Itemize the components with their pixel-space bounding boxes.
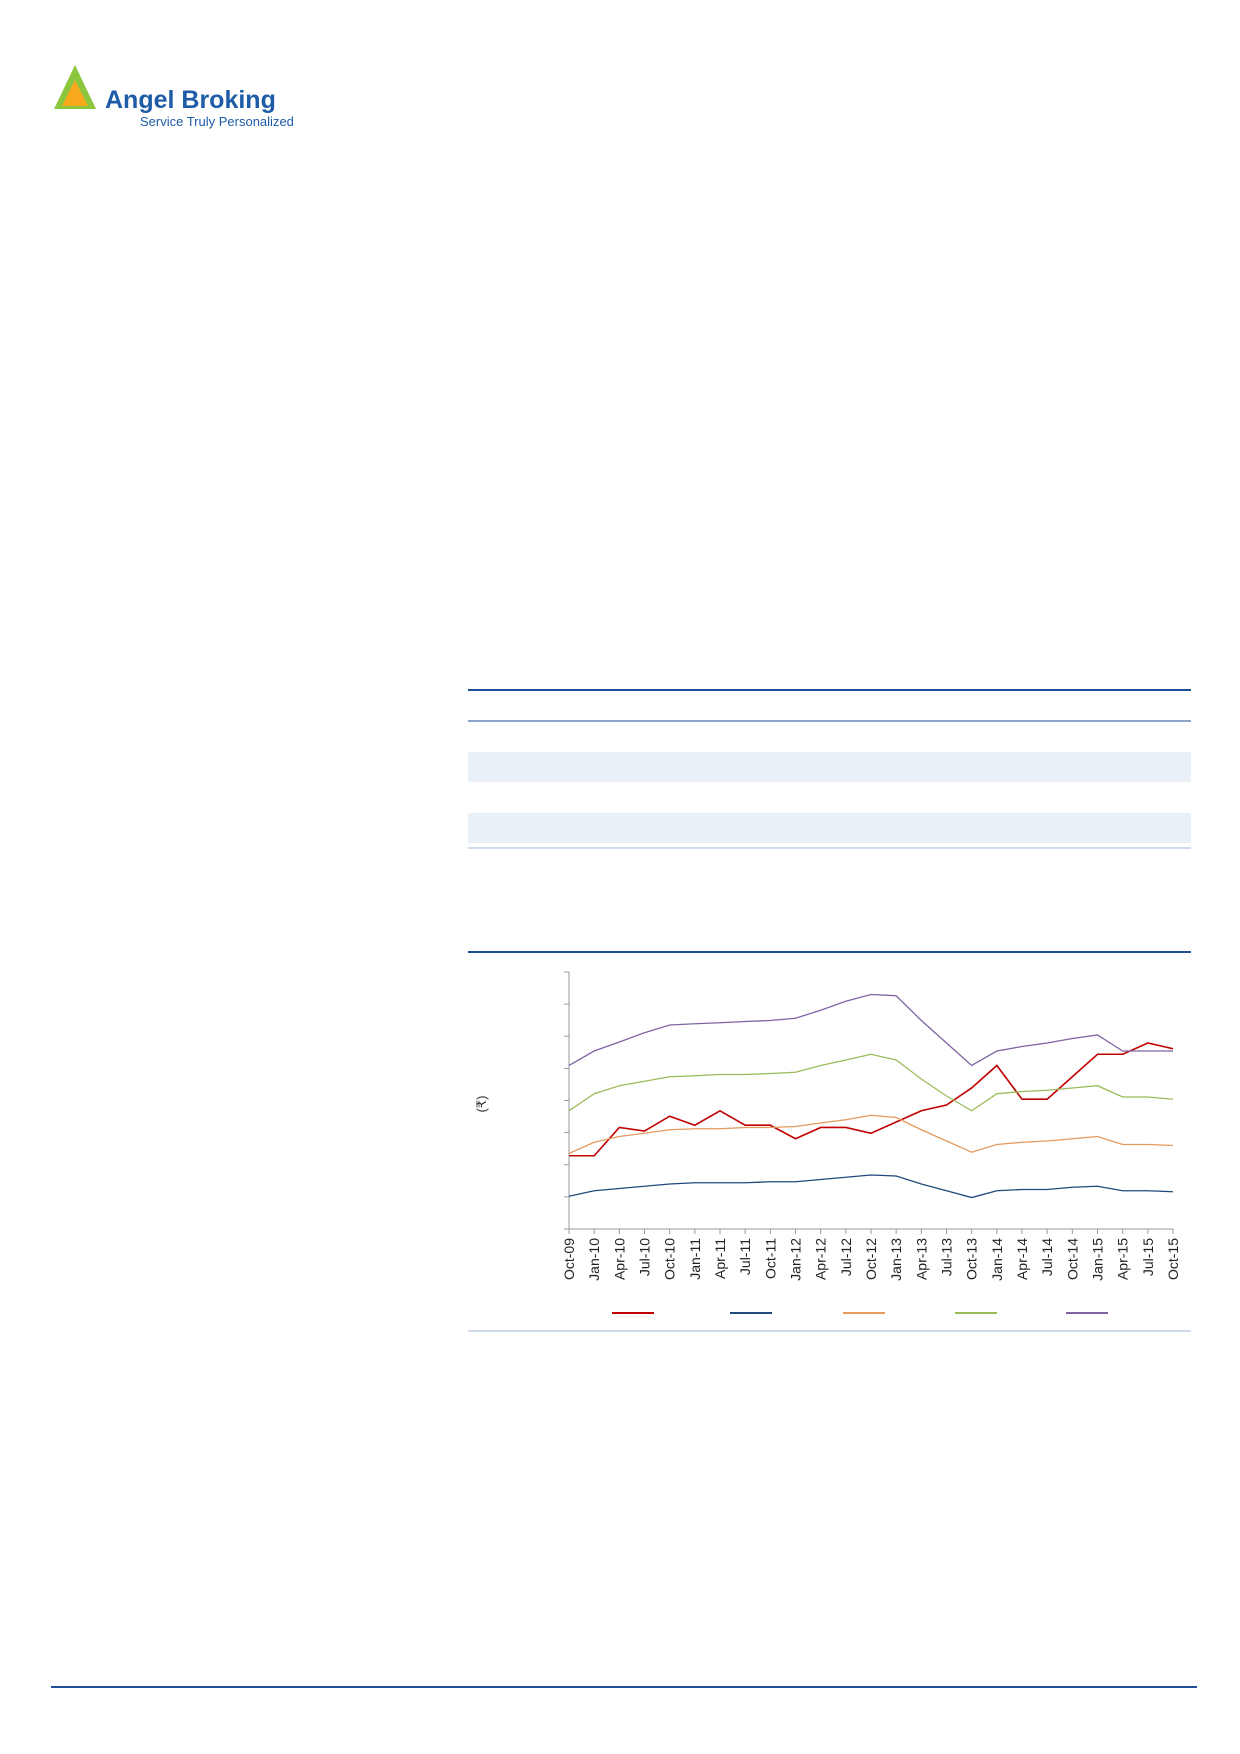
x-tick-label: Apr-14 — [1014, 1238, 1030, 1280]
series-line — [568, 1174, 1174, 1199]
x-tick-label: Oct-11 — [762, 1238, 778, 1279]
x-tick-label: Apr-13 — [913, 1238, 929, 1280]
x-tick-label: Oct-09 — [561, 1238, 577, 1280]
x-tick-label: Jan-14 — [989, 1238, 1005, 1281]
x-tick-label: Jul-13 — [939, 1238, 955, 1276]
chart: (₹) Oct-09 Jan-10 Apr-10 Jul-10 Oct-10 Jan-11 A… — [474, 971, 1181, 1314]
table-row-shade — [468, 752, 1191, 782]
series-line — [569, 1042, 1174, 1157]
x-tick-label: Apr-10 — [611, 1238, 627, 1280]
x-tick-label: Jan-12 — [788, 1238, 804, 1281]
x-tick-label: Oct-15 — [1165, 1238, 1181, 1280]
x-tick-label: Jan-15 — [1090, 1238, 1106, 1281]
x-tick-label: Jan-10 — [586, 1238, 602, 1281]
x-tick-label: Oct-10 — [662, 1238, 678, 1280]
x-tick-label: Jul-12 — [838, 1238, 854, 1276]
x-tick-label: Oct-13 — [964, 1238, 980, 1280]
x-tick-label: Jan-11 — [687, 1238, 703, 1280]
x-tick-label: Oct-12 — [863, 1238, 879, 1280]
series-line — [568, 1053, 1174, 1112]
tagline: Service Truly Personalized — [140, 114, 294, 129]
x-tick-label: Apr-15 — [1115, 1238, 1131, 1280]
x-tick-label: Apr-12 — [813, 1238, 829, 1280]
x-tick-label: Oct-14 — [1064, 1238, 1080, 1280]
x-tick-label: Jul-14 — [1039, 1238, 1055, 1276]
y-axis-label: (₹) — [474, 1096, 489, 1113]
x-tick-label: Jul-11 — [737, 1238, 753, 1275]
x-tick-label: Jul-15 — [1140, 1238, 1156, 1276]
x-tick-label: Jul-10 — [637, 1238, 653, 1276]
series-line — [568, 1114, 1174, 1155]
table-row-shade — [468, 813, 1191, 843]
logo-mark-inner — [62, 80, 88, 106]
brand: Angel Broking — [105, 86, 276, 114]
x-tick-label: Apr-11 — [712, 1238, 728, 1279]
series-line — [568, 993, 1173, 1067]
x-tick-label: Jan-13 — [888, 1238, 904, 1281]
